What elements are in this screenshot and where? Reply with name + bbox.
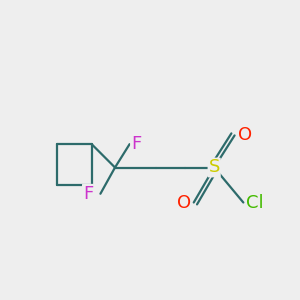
Text: O: O [238, 126, 252, 144]
Text: Cl: Cl [246, 194, 264, 211]
Text: S: S [208, 158, 220, 176]
Text: F: F [83, 185, 93, 203]
Text: O: O [177, 194, 191, 211]
Text: F: F [131, 135, 141, 153]
